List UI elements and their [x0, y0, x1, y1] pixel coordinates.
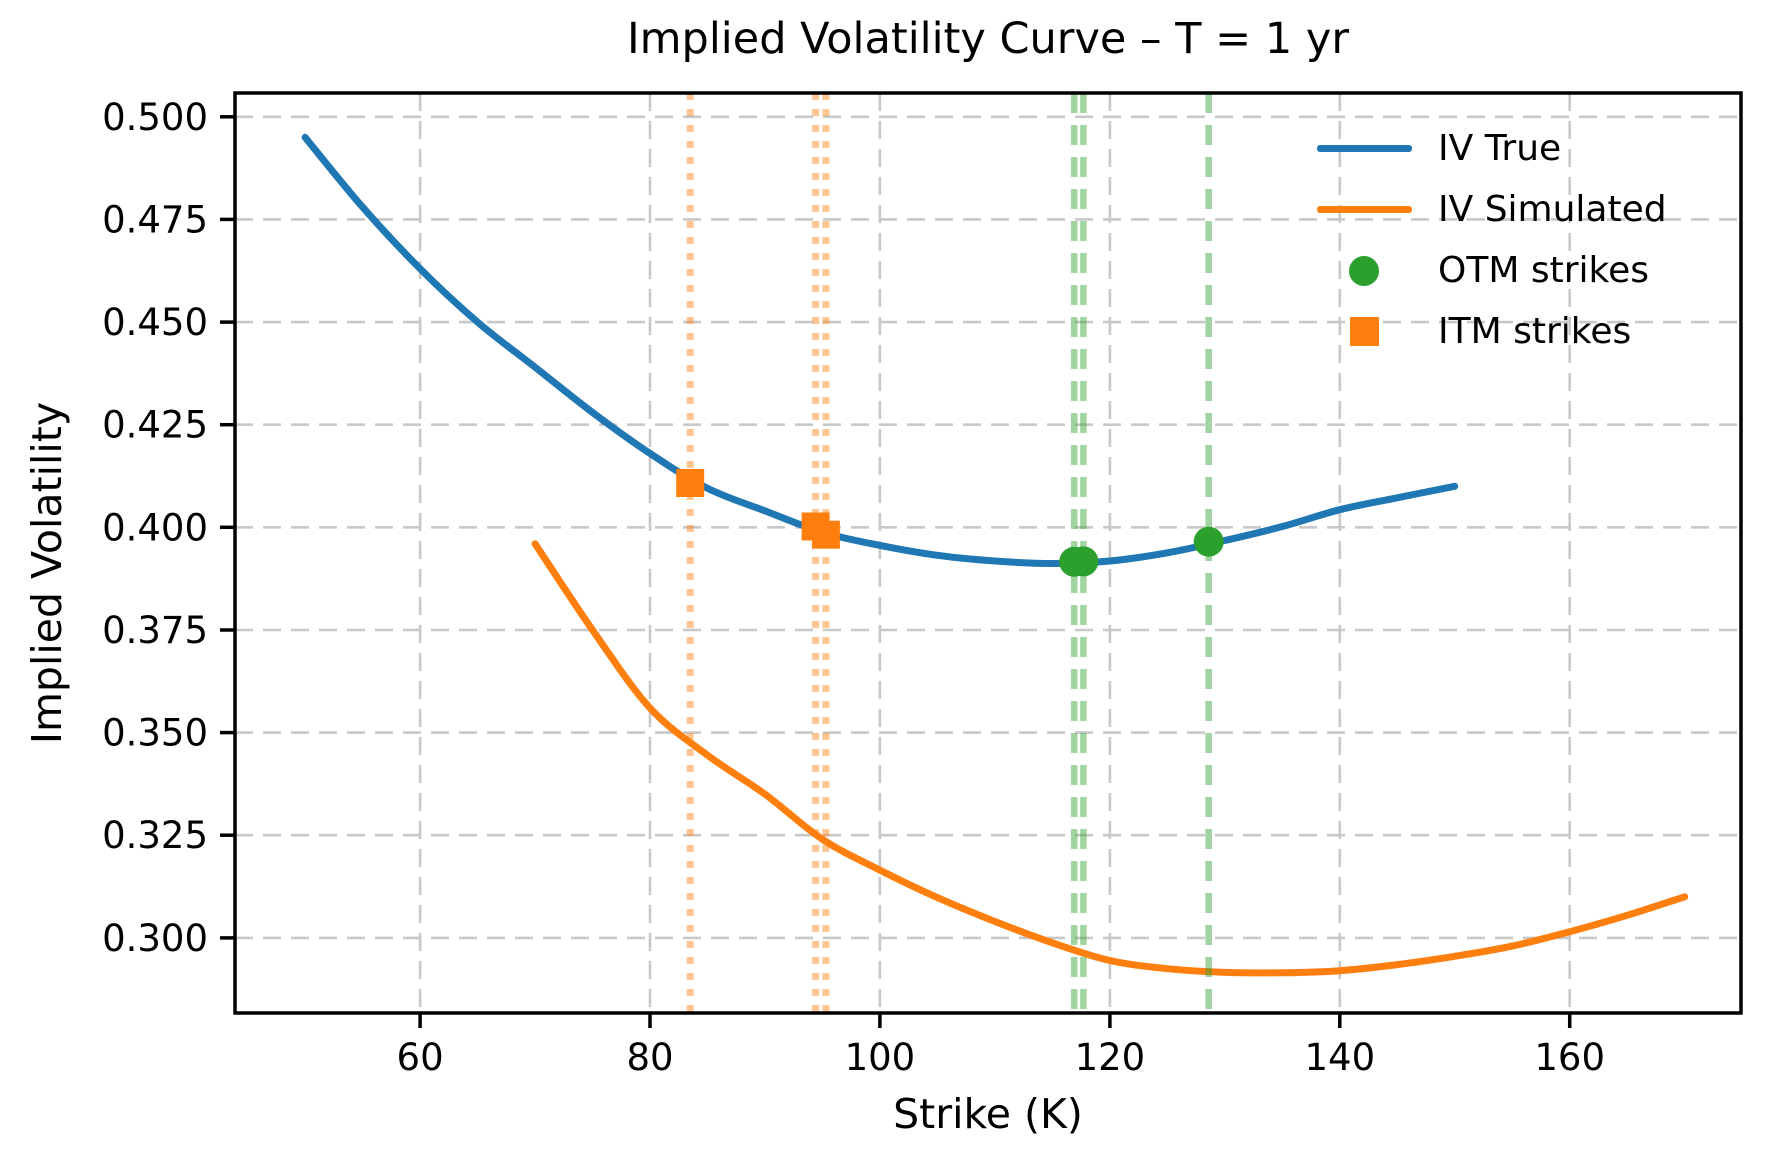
y-tick-label: 0.400: [102, 506, 208, 549]
legend-item-itm-strikes: ITM strikes: [1312, 301, 1667, 362]
x-tick-label: 140: [1304, 1036, 1375, 1079]
otm-strike-marker: [1068, 546, 1099, 577]
iv-true-line-sample: [1312, 145, 1416, 152]
itm-strike-marker: [676, 469, 705, 497]
x-tick-label: 60: [397, 1036, 444, 1079]
y-tick-label: 0.500: [102, 96, 208, 139]
otm-strike-marker: [1193, 526, 1224, 557]
otm-marker-sample: [1312, 255, 1416, 286]
y-tick-label: 0.450: [102, 301, 208, 344]
legend: IV True IV Simulated OTM strikes ITM str…: [1312, 118, 1667, 362]
y-tick-label: 0.325: [102, 814, 208, 857]
legend-label-iv-true: IV True: [1438, 128, 1562, 169]
y-axis-label: Implied Volatility: [23, 401, 71, 745]
y-tick-label: 0.375: [102, 609, 208, 652]
legend-item-otm-strikes: OTM strikes: [1312, 240, 1667, 301]
blue-line-icon: [1316, 145, 1412, 152]
curve-iv-true: [301, 133, 1459, 568]
legend-item-iv-true: IV True: [1312, 118, 1667, 179]
legend-label-itm-strikes: ITM strikes: [1438, 311, 1632, 352]
chart-title: Implied Volatility Curve – T = 1 yr: [626, 14, 1349, 64]
y-tick-label: 0.350: [102, 712, 208, 755]
itm-strike-marker: [811, 520, 840, 549]
x-tick-label: 120: [1075, 1036, 1146, 1079]
y-tick-label: 0.300: [102, 917, 208, 960]
green-circle-icon: [1349, 255, 1379, 286]
x-tick-label: 160: [1534, 1036, 1605, 1079]
y-tick-label: 0.425: [102, 404, 208, 447]
iv-simulated-line-sample: [1312, 206, 1416, 213]
plot-border: [233, 91, 1743, 1015]
x-axis-label: Strike (K): [893, 1090, 1083, 1138]
itm-marker-sample: [1312, 317, 1416, 346]
x-tick-label: 80: [626, 1036, 673, 1079]
orange-square-icon: [1349, 317, 1379, 346]
orange-line-icon: [1316, 206, 1412, 213]
y-tick-label: 0.475: [102, 198, 208, 241]
legend-label-otm-strikes: OTM strikes: [1438, 250, 1649, 291]
x-tick-label: 100: [845, 1036, 916, 1079]
legend-item-iv-simulated: IV Simulated: [1312, 179, 1667, 240]
legend-label-iv-simulated: IV Simulated: [1438, 189, 1667, 230]
curve-iv-simulated: [531, 540, 1689, 977]
